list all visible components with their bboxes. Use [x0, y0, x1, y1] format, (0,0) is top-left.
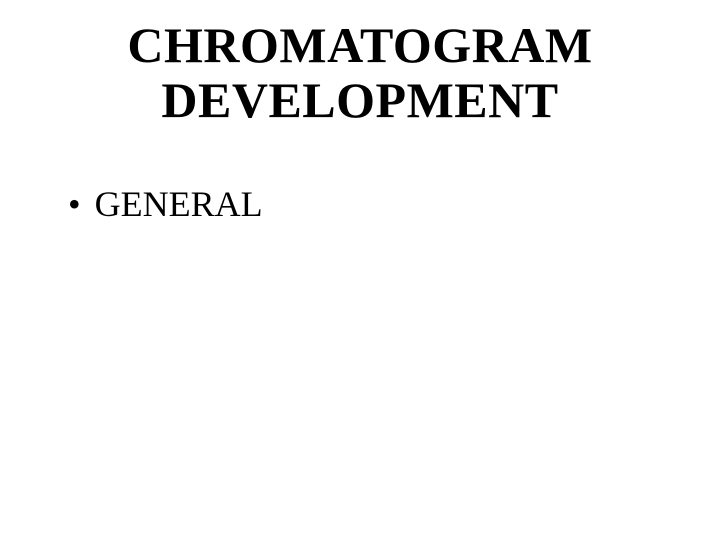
slide-container: CHROMATOGRAM DEVELOPMENT • GENERAL	[0, 0, 720, 540]
bullet-item: • GENERAL	[68, 183, 660, 226]
bullet-list: • GENERAL	[60, 183, 660, 226]
bullet-text: GENERAL	[95, 183, 263, 226]
title-line-2: DEVELOPMENT	[161, 72, 558, 128]
title-line-1: CHROMATOGRAM	[127, 17, 592, 73]
bullet-marker-icon: •	[68, 183, 81, 226]
slide-title: CHROMATOGRAM DEVELOPMENT	[60, 18, 660, 128]
